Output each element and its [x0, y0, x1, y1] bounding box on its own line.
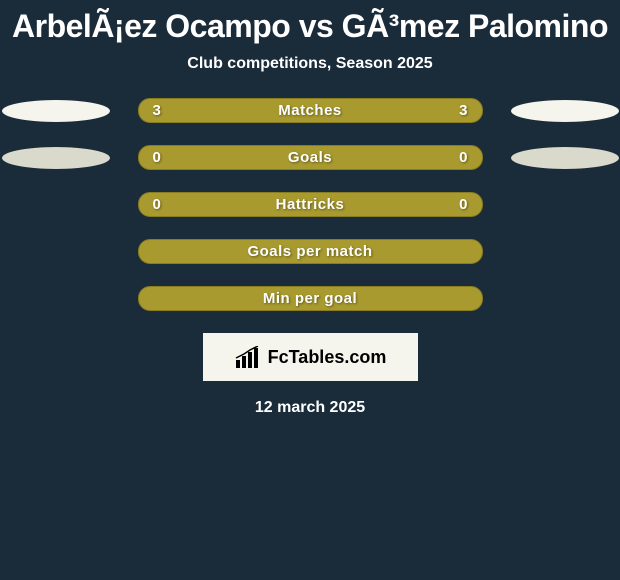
stat-row: 3 Matches 3: [0, 98, 620, 123]
spacer: [2, 241, 110, 263]
stat-value-right: 0: [459, 196, 467, 213]
page-title: ArbelÃ¡ez Ocampo vs GÃ³mez Palomino: [0, 8, 620, 45]
stat-label: Goals per match: [247, 243, 372, 260]
comparison-card: ArbelÃ¡ez Ocampo vs GÃ³mez Palomino Club…: [0, 0, 620, 417]
player-marker-right: [511, 100, 619, 122]
stat-label: Min per goal: [263, 290, 357, 307]
stat-value-right: 3: [459, 102, 467, 119]
spacer: [2, 194, 110, 216]
stat-label: Hattricks: [276, 196, 345, 213]
stat-value-right: 0: [459, 149, 467, 166]
stat-value-left: 3: [153, 102, 161, 119]
stat-bar: Goals per match: [138, 239, 483, 264]
bars-icon: [234, 346, 262, 368]
player-marker-left: [2, 100, 110, 122]
stat-label: Matches: [278, 102, 342, 119]
stat-row: 0 Goals 0: [0, 145, 620, 170]
stat-label: Goals: [288, 149, 332, 166]
logo-text: FcTables.com: [268, 347, 387, 368]
stat-row: 0 Hattricks 0: [0, 192, 620, 217]
stat-value-left: 0: [153, 196, 161, 213]
stat-value-left: 0: [153, 149, 161, 166]
stat-rows: 3 Matches 3 0 Goals 0 0 Hattricks 0 Goals per mat…: [0, 98, 620, 311]
logo-box[interactable]: FcTables.com: [203, 333, 418, 381]
stat-bar: 0 Hattricks 0: [138, 192, 483, 217]
stat-row: Goals per match: [0, 239, 620, 264]
spacer: [511, 288, 619, 310]
stat-row: Min per goal: [0, 286, 620, 311]
player-marker-left: [2, 147, 110, 169]
spacer: [2, 288, 110, 310]
stat-bar: 0 Goals 0: [138, 145, 483, 170]
player-marker-right: [511, 147, 619, 169]
spacer: [511, 241, 619, 263]
stat-bar: Min per goal: [138, 286, 483, 311]
stat-bar: 3 Matches 3: [138, 98, 483, 123]
page-subtitle: Club competitions, Season 2025: [0, 55, 620, 73]
spacer: [511, 194, 619, 216]
date-text: 12 march 2025: [0, 399, 620, 417]
